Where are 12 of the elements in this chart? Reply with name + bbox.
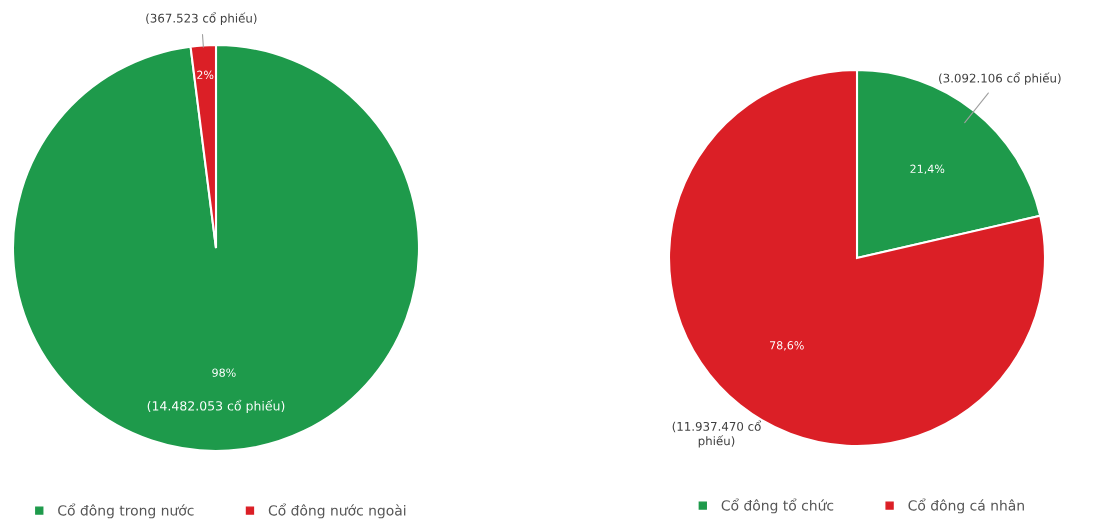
legend-label: Cổ đông cá nhân	[908, 498, 1024, 514]
data-label: 2%	[197, 70, 214, 80]
legend-label: Cổ đông trong nước	[58, 503, 194, 519]
text: (367.523 cổ phiếu)	[146, 12, 257, 25]
data-label: 98%	[212, 368, 236, 377]
text: (3.092.106 cổ phiếu)	[939, 72, 1061, 85]
data-label: 21,4%	[910, 164, 945, 175]
data-label: 78,6%	[770, 341, 804, 351]
legend-label: Cổ đông tổ chức	[721, 498, 834, 514]
legend-label: Cổ đông nước ngoài	[268, 503, 406, 519]
text: (11.937.470 cổ phiếu)	[672, 420, 762, 448]
text: (14.482.053 cổ phiếu)	[147, 399, 285, 414]
